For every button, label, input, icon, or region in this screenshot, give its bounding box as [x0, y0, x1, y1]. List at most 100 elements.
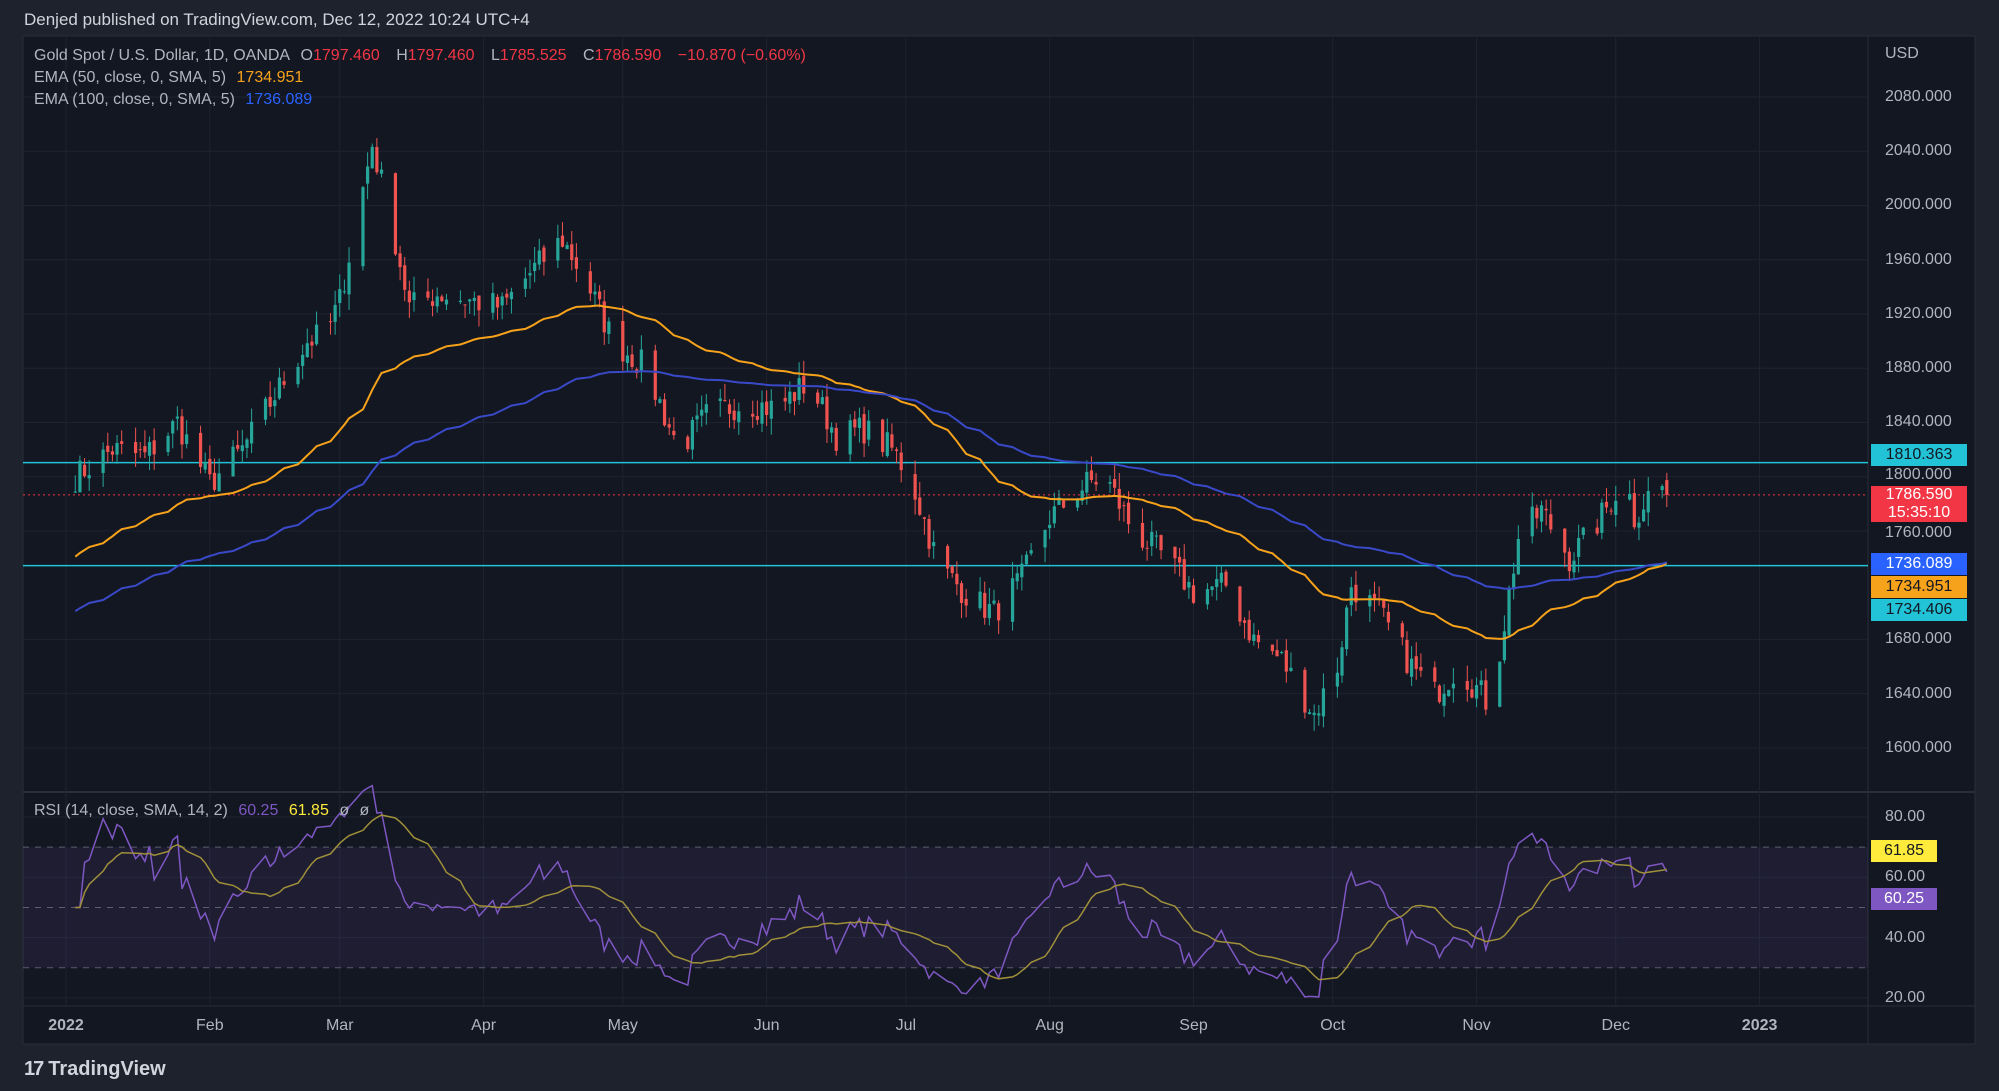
candle-body: [1108, 482, 1112, 484]
candle-body: [1660, 486, 1664, 491]
candle-body: [830, 427, 834, 433]
candle-body: [180, 416, 184, 445]
rsi-tick-label: 20.00: [1885, 988, 1926, 1006]
candle-body: [765, 401, 769, 415]
candle-body: [621, 320, 625, 362]
candle-body: [853, 419, 857, 428]
na-value-1: ø: [339, 802, 350, 819]
candle-body: [950, 566, 954, 573]
candle-body: [491, 293, 495, 313]
candle-body: [1572, 560, 1576, 573]
price-tick-label: 1760.000: [1885, 523, 1952, 541]
candle-body: [1595, 527, 1599, 534]
candle-body: [1317, 713, 1321, 716]
candle-body: [1604, 501, 1609, 508]
candle-body: [143, 446, 147, 453]
candle-body: [1535, 507, 1539, 519]
resistance-price-tag: 1810.363: [1871, 444, 1967, 466]
candle-body: [1386, 611, 1390, 623]
rsi-legend[interactable]: RSI (14, close, SMA, 14, 2) 60.25 61.85 …: [34, 802, 375, 820]
low-value: 1785.525: [499, 47, 567, 64]
candle-body: [1126, 502, 1131, 525]
candle-body: [1442, 693, 1446, 706]
candle-body: [458, 300, 462, 303]
candle-body: [1252, 634, 1256, 641]
time-tick-label: Jun: [753, 1017, 780, 1034]
candle-body: [1224, 571, 1228, 586]
candle-body: [1154, 535, 1158, 537]
symbol-name[interactable]: Gold Spot / U.S. Dollar, 1D, OANDA: [34, 47, 291, 64]
price-tick-label: 1840.000: [1885, 413, 1952, 431]
candle-body: [639, 349, 643, 372]
time-tick-label: Nov: [1462, 1017, 1491, 1034]
candle-body: [342, 291, 346, 293]
time-tick-label: Oct: [1320, 1017, 1346, 1034]
rsi-tag: 60.25: [1871, 888, 1937, 910]
candle-body: [1089, 470, 1094, 481]
candle-body: [1414, 656, 1418, 669]
symbol-legend: Gold Spot / U.S. Dollar, 1D, OANDA O1797…: [34, 47, 812, 65]
candle-body: [899, 452, 903, 471]
candle-body: [662, 399, 667, 426]
candle-body: [792, 392, 797, 402]
price-tick-label: 2000.000: [1885, 196, 1952, 214]
candle-body: [333, 304, 337, 322]
candle-body: [1502, 631, 1506, 661]
candle-body: [1382, 599, 1386, 608]
low-label: L: [490, 47, 500, 64]
candle-body: [407, 290, 411, 303]
candle-body: [1539, 505, 1544, 522]
candle-body: [997, 603, 1001, 621]
candle-body: [1470, 689, 1474, 698]
candle-body: [435, 296, 439, 307]
candle-body: [1029, 550, 1033, 554]
candle-body: [723, 400, 727, 402]
change-value: −10.870 (−0.60%): [677, 47, 806, 64]
candle-body: [848, 420, 852, 455]
rsi-sma-value: 61.85: [288, 802, 329, 819]
candle-body: [1280, 652, 1284, 654]
ema50-price-tag: 1734.951: [1871, 576, 1967, 598]
candle-body: [138, 449, 142, 451]
candle-body: [1433, 667, 1437, 682]
candle-body: [212, 472, 217, 490]
candle-body: [147, 442, 152, 456]
candle-body: [1335, 672, 1339, 687]
candle-body: [1215, 579, 1219, 588]
candle-body: [1312, 712, 1316, 716]
candle-body: [412, 292, 416, 301]
candle-body: [1210, 586, 1214, 591]
candle-body: [788, 391, 792, 404]
na-value-2: ø: [359, 802, 370, 819]
ema100-price-tag: 1736.089: [1871, 553, 1967, 575]
candle-body: [537, 250, 541, 265]
ema100-value: 1736.089: [245, 91, 313, 108]
open-value: 1797.460: [313, 47, 380, 64]
candle-body: [398, 253, 402, 268]
candle-body: [1173, 546, 1177, 559]
candle-body: [1024, 554, 1029, 565]
open-label: O: [300, 47, 313, 64]
candle-body: [1372, 593, 1377, 599]
candle-body: [236, 445, 240, 449]
candle-body: [959, 583, 964, 603]
ema100-legend[interactable]: EMA (100, close, 0, SMA, 5) 1736.089: [34, 91, 318, 109]
candle-body: [820, 397, 824, 405]
candle-body: [217, 473, 221, 492]
ema50-line: [74, 304, 1668, 640]
candle-body: [672, 430, 676, 436]
candle-body: [1247, 619, 1251, 641]
candle-body: [1238, 586, 1242, 622]
candle-body: [533, 262, 537, 272]
candle-body: [1191, 585, 1196, 603]
candle-body: [198, 432, 203, 467]
candle-body: [987, 603, 991, 619]
tradingview-logo-icon: 17: [24, 1058, 44, 1080]
candle-body: [78, 460, 82, 493]
ema50-legend[interactable]: EMA (50, close, 0, SMA, 5) 1734.951: [34, 69, 309, 87]
candle-body: [607, 321, 611, 334]
tradingview-logo[interactable]: 17 TradingView: [24, 1058, 166, 1081]
candle-body: [769, 400, 773, 419]
candle-body: [1187, 581, 1191, 588]
